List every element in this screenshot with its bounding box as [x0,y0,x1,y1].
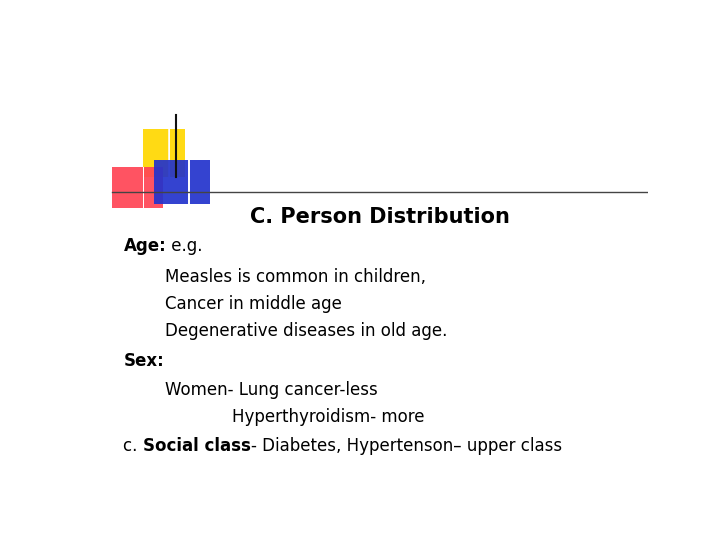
Bar [168,129,169,177]
Bar [143,167,144,208]
Bar [143,167,144,208]
Bar [143,167,145,208]
Bar [143,167,144,208]
Bar [168,129,169,177]
Bar [168,129,169,177]
Bar [143,167,144,208]
Bar [188,160,189,204]
Bar [168,129,169,177]
Bar [188,160,189,204]
Bar [168,129,169,177]
Bar [168,129,169,177]
Text: Women- Lung cancer-less: Women- Lung cancer-less [166,381,378,399]
Bar [188,160,189,204]
Bar [143,167,144,208]
Text: Sex:: Sex: [124,352,164,370]
Bar [168,129,169,177]
Bar [168,129,170,177]
Bar [143,167,144,208]
Bar [168,129,169,177]
Bar [188,160,189,204]
Bar [143,167,144,208]
Bar [188,160,189,204]
Bar [168,129,169,177]
Bar [188,160,189,204]
Bar [168,129,169,177]
Bar [168,129,169,177]
Text: Measles is common in children,: Measles is common in children, [166,268,426,286]
Bar [188,160,189,204]
Bar [188,160,189,204]
Text: Age:: Age: [124,237,166,255]
Bar [188,160,189,204]
Bar [169,129,170,177]
Bar [169,129,170,177]
Bar [168,129,169,177]
Bar [168,129,169,177]
Bar [143,167,145,208]
Bar [143,167,144,208]
Bar [188,160,189,204]
Bar [189,160,190,204]
Text: C. Person Distribution: C. Person Distribution [251,207,510,227]
Bar [143,167,144,208]
Text: Degenerative diseases in old age.: Degenerative diseases in old age. [166,322,448,340]
Bar [143,167,144,208]
Text: e.g.: e.g. [166,237,203,255]
Bar [143,167,144,208]
Bar [188,160,189,204]
Bar [143,167,144,208]
Bar [112,167,163,208]
Text: - Diabetes, Hypertenson– upper class: - Diabetes, Hypertenson– upper class [251,437,562,455]
Bar [188,160,189,204]
Text: Hyperthyroidism- more: Hyperthyroidism- more [233,408,425,426]
Bar [143,129,185,177]
Bar [143,167,144,208]
Text: Social class: Social class [143,437,251,455]
Bar [143,167,144,208]
Bar [168,129,169,177]
Bar [168,129,170,177]
Text: c.: c. [124,437,143,455]
Bar [154,160,210,204]
Bar [168,129,170,177]
Bar [189,160,190,204]
Text: Cancer in middle age: Cancer in middle age [166,295,342,313]
Bar [168,129,169,177]
